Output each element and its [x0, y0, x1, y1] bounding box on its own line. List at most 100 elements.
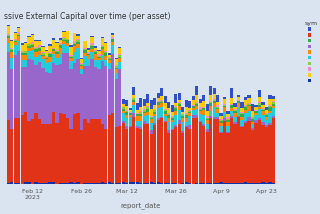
Bar [258, 103, 261, 105]
Bar [76, 113, 80, 183]
Bar [227, 126, 230, 132]
Bar [94, 60, 97, 67]
Bar [129, 112, 132, 113]
Bar [205, 104, 209, 111]
Bar [52, 49, 55, 51]
Bar [97, 119, 100, 183]
Bar [10, 69, 13, 129]
Bar [198, 107, 202, 108]
Bar [185, 183, 188, 184]
Bar [90, 36, 93, 37]
Bar [167, 132, 170, 183]
Bar [181, 131, 184, 134]
Text: ssive External Capital over time (per asset): ssive External Capital over time (per as… [4, 12, 170, 21]
Bar [209, 183, 212, 184]
Bar [188, 113, 191, 116]
Bar [185, 115, 188, 117]
Bar [247, 104, 251, 105]
Bar [195, 118, 198, 183]
Bar [52, 38, 55, 40]
Bar [42, 59, 45, 68]
Bar [24, 42, 27, 43]
Bar [132, 183, 135, 184]
Bar [220, 121, 223, 123]
Bar [150, 118, 153, 119]
Bar [104, 129, 108, 183]
Bar [202, 110, 205, 115]
Bar [28, 46, 31, 48]
Bar [230, 118, 233, 183]
Bar [13, 45, 17, 55]
Bar [45, 59, 48, 64]
Bar [35, 65, 38, 113]
Bar [153, 123, 156, 125]
Bar [220, 126, 223, 132]
Bar [52, 51, 55, 54]
Bar [160, 101, 163, 102]
Bar [143, 106, 146, 109]
Bar [94, 52, 97, 54]
Bar [178, 110, 181, 120]
Bar [10, 58, 13, 69]
Bar [265, 120, 268, 125]
Bar [234, 117, 237, 122]
Bar [181, 112, 184, 114]
Bar [42, 55, 45, 56]
Bar [90, 46, 93, 49]
Bar [97, 58, 100, 61]
Bar [20, 51, 24, 52]
Bar [174, 108, 177, 111]
Bar [157, 182, 160, 184]
Bar [265, 107, 268, 110]
Bar [198, 108, 202, 110]
Bar [125, 115, 128, 118]
Bar [160, 118, 163, 183]
Bar [38, 183, 41, 184]
Bar [198, 121, 202, 122]
Bar [129, 117, 132, 126]
Bar [17, 32, 20, 34]
Bar [118, 54, 122, 55]
Bar [6, 120, 10, 183]
Bar [258, 109, 261, 118]
Bar [38, 40, 41, 41]
Bar [150, 123, 153, 130]
Bar [24, 112, 27, 182]
Bar [125, 100, 128, 106]
Bar [240, 102, 244, 108]
Bar [268, 113, 272, 123]
Bar [45, 183, 48, 184]
Bar [164, 110, 167, 111]
Bar [227, 183, 230, 184]
Bar [101, 124, 104, 182]
Bar [230, 183, 233, 184]
Bar [35, 49, 38, 52]
Bar [181, 114, 184, 116]
Bar [146, 124, 149, 183]
Bar [160, 88, 163, 96]
Bar [80, 69, 83, 74]
Bar [254, 114, 258, 120]
Bar [20, 115, 24, 184]
Bar [90, 43, 93, 45]
Bar [87, 50, 90, 52]
Bar [164, 121, 167, 122]
Bar [35, 52, 38, 57]
Bar [216, 107, 219, 108]
Bar [97, 57, 100, 58]
Bar [69, 57, 73, 58]
Bar [157, 93, 160, 98]
Bar [198, 103, 202, 107]
Bar [234, 113, 237, 117]
Bar [195, 183, 198, 184]
Bar [139, 121, 142, 127]
Bar [209, 103, 212, 106]
Bar [101, 45, 104, 46]
Bar [258, 120, 261, 183]
Bar [13, 183, 17, 184]
Bar [132, 98, 135, 100]
Bar [261, 105, 265, 108]
Bar [157, 98, 160, 101]
Bar [83, 183, 86, 184]
Bar [195, 106, 198, 109]
